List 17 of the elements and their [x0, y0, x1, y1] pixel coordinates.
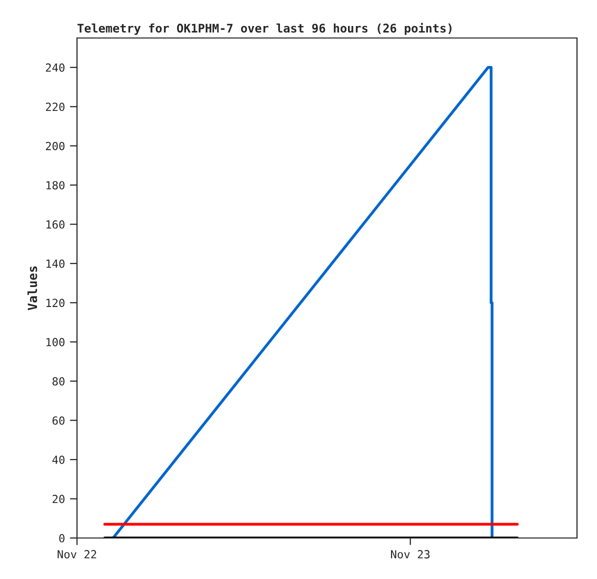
y-tick-label: 180	[46, 181, 64, 190]
y-tick-label: 240	[46, 63, 64, 72]
y-axis-title: Values	[27, 266, 38, 310]
y-tick-label: 100	[46, 338, 64, 346]
x-tick-label: Nov 22	[58, 550, 96, 558]
chart-title: Telemetry for OK1PHM-7 over last 96 hours (26 points)	[78, 22, 452, 35]
y-tick-label: 120	[46, 298, 64, 308]
y-tick-label: 160	[46, 220, 64, 229]
y-tick-label: 0	[59, 534, 64, 542]
y-tick-label: 20	[52, 494, 64, 504]
y-tick-label: 60	[52, 416, 64, 425]
y-tick-label: 220	[46, 102, 64, 112]
y-tick-label: 200	[46, 142, 64, 150]
y-tick-label: 80	[52, 377, 64, 386]
y-tick-label: 140	[46, 259, 64, 268]
x-tick-label: Nov 23	[391, 550, 430, 558]
y-tick-label: 40	[52, 456, 64, 464]
